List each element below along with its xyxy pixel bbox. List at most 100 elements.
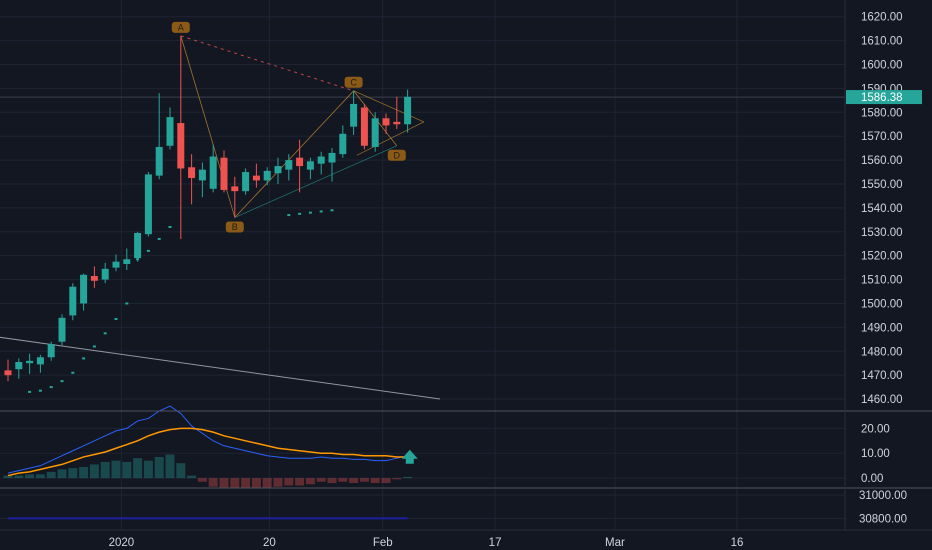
macd-histogram-bar (100, 461, 110, 479)
macd-histogram-bar (68, 468, 78, 479)
macd-histogram-bar (46, 471, 56, 479)
price-tick-label: 1480.00 (861, 346, 903, 358)
sar-dot (60, 380, 64, 383)
candle-body (177, 123, 185, 169)
candle-body (220, 157, 228, 190)
macd-histogram-bar (230, 478, 240, 488)
price-pane[interactable]: A B C D (0, 21, 845, 400)
macd-histogram-bar (251, 478, 261, 488)
candle-body (350, 103, 358, 127)
macd-histogram-bar (122, 461, 132, 479)
macd-histogram-bar (305, 478, 315, 485)
time-tick-label: Feb (373, 537, 393, 549)
grid (0, 0, 845, 530)
macd-histogram-bar (327, 478, 337, 484)
candle-body (328, 152, 336, 163)
macd-pane[interactable] (3, 405, 418, 488)
sar-dot (136, 258, 140, 261)
pattern-label-a: A (178, 22, 184, 32)
candle-body (58, 317, 66, 342)
sar-dot (308, 211, 312, 214)
sar-dot (319, 210, 323, 213)
macd-histogram-bar (338, 478, 348, 482)
time-tick-label: 2020 (109, 537, 135, 549)
price-tick-label: 1460.00 (861, 394, 903, 406)
sar-dot (49, 386, 53, 389)
price-tick-label: 1620.00 (861, 12, 903, 24)
pattern-line-bd (234, 145, 397, 218)
candle-body (382, 118, 390, 126)
macd-histogram-bar (208, 478, 218, 487)
candle-body (144, 174, 152, 235)
candle-body (285, 160, 293, 170)
pattern-label-box (171, 21, 190, 33)
macd-histogram-bar (35, 474, 45, 479)
current-price-label: 1586.38 (861, 92, 903, 104)
candle-body (134, 232, 142, 259)
sar-dot (168, 226, 172, 229)
macd-histogram-bar (111, 460, 121, 479)
price-tick-label: 1550.00 (861, 179, 903, 191)
macd-histogram-bar (57, 469, 67, 479)
price-badges: 1586.38 (846, 90, 922, 105)
sar-dot (82, 357, 86, 360)
macd-tick-label: 10.00 (861, 448, 890, 460)
macd-histogram-bar (25, 474, 35, 479)
macd-histogram-bar (241, 478, 251, 488)
macd-histogram-bar (187, 475, 197, 479)
macd-histogram-bar (273, 478, 283, 487)
candle-body (242, 172, 250, 192)
candle-body (69, 286, 77, 316)
macd-line (7, 405, 408, 474)
macd-histogram-bar (3, 475, 13, 479)
candle-body (188, 167, 196, 179)
macd-histogram-bar (316, 478, 326, 482)
macd-histogram-bar (133, 458, 143, 479)
sar-dot (28, 390, 32, 393)
pattern-label-box (387, 149, 406, 161)
candle-body (101, 268, 109, 280)
candle-body (274, 166, 282, 174)
sar-dot (330, 209, 334, 212)
candle-body (90, 275, 98, 281)
macd-histogram-bar (392, 478, 402, 480)
sar-dot (287, 214, 291, 217)
sar-dot (146, 249, 150, 252)
pattern-label-box (344, 76, 363, 88)
price-tick-label: 1570.00 (861, 131, 903, 143)
macd-histogram-bar (165, 454, 175, 479)
sar-dot (38, 389, 42, 392)
price-tick-label: 1610.00 (861, 36, 903, 48)
trendline (0, 336, 441, 400)
sar-dot (103, 332, 107, 335)
buy-arrow-icon (401, 449, 418, 464)
pattern-projection-lower (356, 121, 424, 156)
macd-histogram-bar (284, 478, 294, 486)
macd-histogram-bar (197, 478, 207, 482)
indicator-tick-label: 31000.00 (859, 490, 907, 502)
macd-histogram-bar (14, 475, 24, 479)
macd-histogram-bar (381, 478, 391, 484)
candle-body (4, 370, 12, 376)
candle-body (393, 121, 401, 125)
macd-histogram-bar (154, 456, 164, 479)
price-tick-label: 1490.00 (861, 322, 903, 334)
macd-histogram-bar (219, 478, 229, 488)
pattern-label-b: B (232, 222, 238, 232)
macd-histogram-bar (143, 460, 153, 479)
candle-body (263, 170, 271, 181)
time-tick-label: 16 (731, 537, 744, 549)
candle-body (155, 146, 163, 176)
price-tick-label: 1470.00 (861, 370, 903, 382)
time-tick-label: 20 (263, 537, 276, 549)
sar-dot (114, 318, 118, 321)
sar-dot (157, 237, 161, 240)
pattern-label-d: D (394, 150, 401, 160)
pattern-projection-upper (353, 90, 424, 123)
time-tick-label: 17 (489, 537, 502, 549)
macd-histogram-bar (176, 463, 186, 479)
candle-body (26, 360, 34, 364)
candle-body (47, 344, 55, 358)
